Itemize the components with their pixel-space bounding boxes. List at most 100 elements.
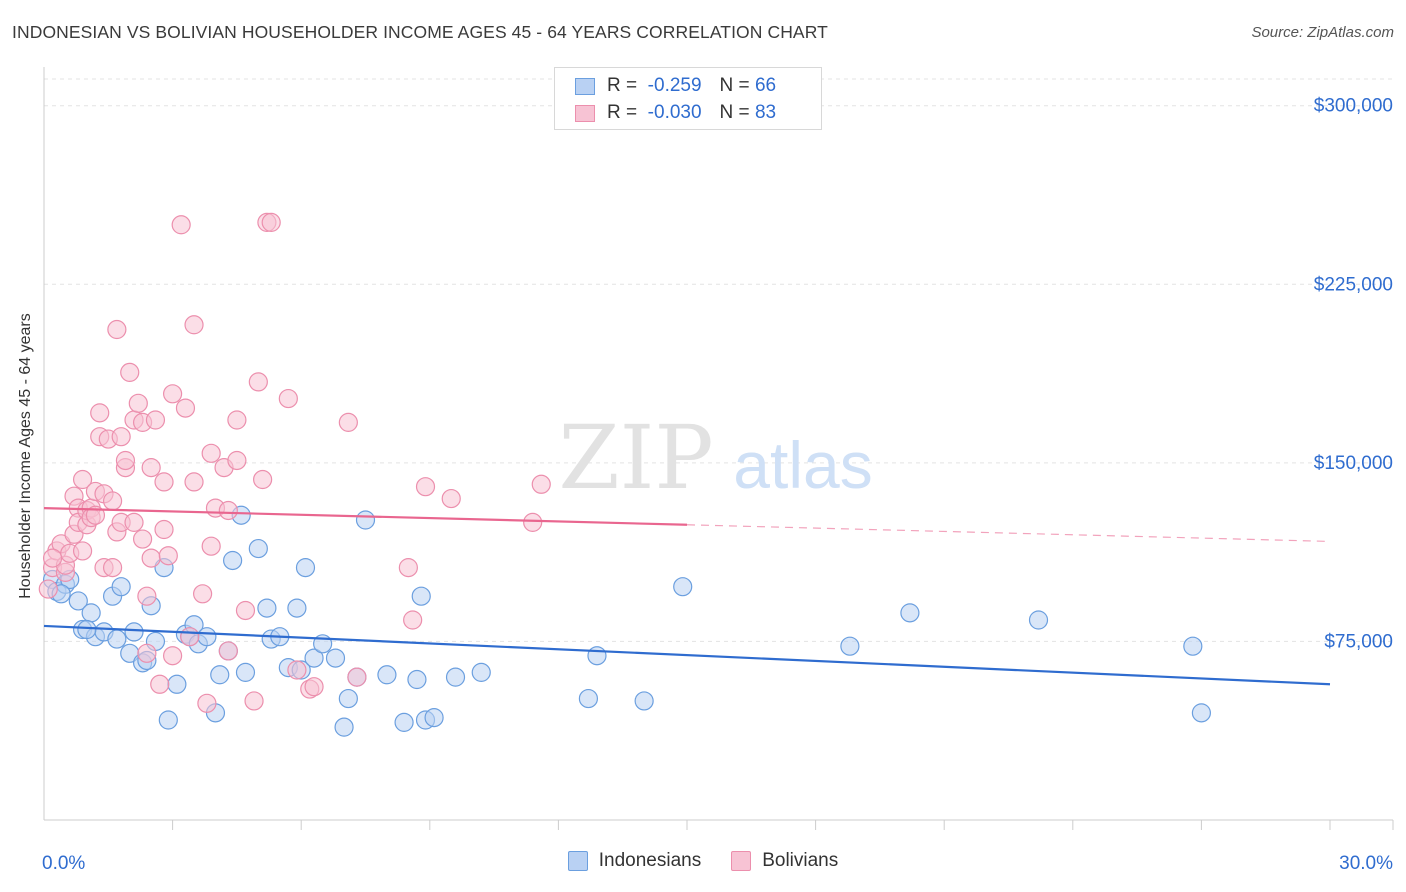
point-indonesians [355,510,376,530]
chart-source: Source: ZipAtlas.com [1251,24,1394,41]
point-bolivians [248,372,268,392]
point-bolivians [137,643,157,663]
point-indonesians [338,688,358,709]
point-indonesians [377,665,397,685]
point-bolivians [137,586,157,606]
point-indonesians [124,622,144,642]
point-bolivians [287,660,307,680]
point-indonesians [287,598,307,618]
point-indonesians [167,674,187,694]
legend-swatch-bolivians [731,851,752,871]
point-bolivians [218,500,238,521]
point-indonesians [673,577,693,597]
x-tick-label: 0.0% [42,853,85,874]
y-axis-label: Householder Income Ages 45 - 64 years [17,313,34,599]
point-bolivians [120,362,140,382]
correlation-stats-box: R = -0.259 N = 66 R = -0.030 N = 83 [554,67,822,130]
point-bolivians [154,519,174,540]
tick-labels: $75,000 $150,000 $225,000 $300,000 0.0% 30.0% [42,96,1393,874]
point-indonesians [235,662,256,682]
point-indonesians [257,598,277,618]
point-indonesians [107,629,127,649]
point-bolivians [141,458,161,478]
point-indonesians [1183,636,1203,656]
point-bolivians [441,488,461,509]
point-bolivians [115,450,136,471]
axes [43,67,1394,830]
point-indonesians [81,603,101,623]
point-bolivians [184,315,204,335]
stats-row-bolivians: R = -0.030 N = 83 [575,99,776,127]
point-indonesians [1028,610,1049,630]
point-bolivians [42,548,63,568]
legend-label-bolivians: Bolivians [762,850,839,871]
trend-line-bolivians [43,506,688,526]
point-bolivians [201,536,221,556]
point-bolivians [304,677,324,697]
point-indonesians [411,586,431,606]
point-indonesians [900,603,920,623]
watermark-zip: ZIP [558,406,713,509]
watermark-atlas: atlas [733,428,872,502]
point-bolivians [278,388,298,409]
r-value: -0.030 [647,102,702,123]
point-bolivians [180,627,200,647]
point-bolivians [132,529,153,549]
point-bolivians [85,505,106,525]
point-bolivians [72,469,93,490]
point-bolivians [244,691,264,711]
watermark: ZIP atlas [558,406,872,509]
point-indonesians [471,662,491,682]
trend-line-indonesians [43,624,1331,686]
point-indonesians [424,708,444,728]
point-bolivians [227,410,247,430]
y-tick-label: $225,000 [1314,274,1393,295]
point-bolivians [111,427,131,447]
point-bolivians [102,491,123,511]
x-tick-label: 30.0% [1339,853,1393,874]
point-indonesians [840,636,860,656]
point-bolivians [531,474,551,494]
point-bolivians [128,393,148,413]
point-bolivians [38,579,58,599]
point-bolivians [72,541,93,561]
point-bolivians [102,558,123,578]
point-bolivians [90,403,110,423]
n-label: N = [719,75,750,96]
chart-legend: Indonesians Bolivians [0,850,1406,872]
legend-item-indonesians[interactable]: Indonesians [567,850,701,872]
stats-row-indonesians: R = -0.259 N = 66 [575,72,776,100]
point-indonesians [334,717,354,737]
y-tick-label: $150,000 [1314,453,1393,474]
point-bolivians [415,477,436,497]
trend-line-bolivians-extension [686,524,1331,543]
point-bolivians [107,319,127,340]
point-indonesians [394,712,414,732]
r-label: R = [607,102,638,123]
point-indonesians [325,648,346,668]
point-indonesians [587,646,607,666]
point-bolivians [338,412,358,432]
point-bolivians [154,472,174,492]
y-tick-label: $300,000 [1314,96,1393,117]
point-bolivians [124,512,144,532]
n-label: N = [719,102,750,123]
r-value: -0.259 [647,75,702,96]
point-bolivians [163,384,183,404]
point-bolivians [403,610,423,630]
point-bolivians [235,600,256,621]
point-bolivians [201,443,221,463]
legend-item-bolivians[interactable]: Bolivians [731,850,838,872]
legend-swatch-indonesians [567,851,588,871]
point-indonesians [210,665,230,685]
point-indonesians [304,648,324,668]
point-bolivians [158,546,178,566]
point-indonesians [68,591,88,611]
point-bolivians [253,469,273,490]
point-indonesians [295,558,316,578]
point-bolivians [523,512,543,532]
point-bolivians [398,558,418,578]
chart-title: INDONESIAN VS BOLIVIAN HOUSEHOLDER INCOM… [12,22,828,42]
point-indonesians [248,538,268,559]
